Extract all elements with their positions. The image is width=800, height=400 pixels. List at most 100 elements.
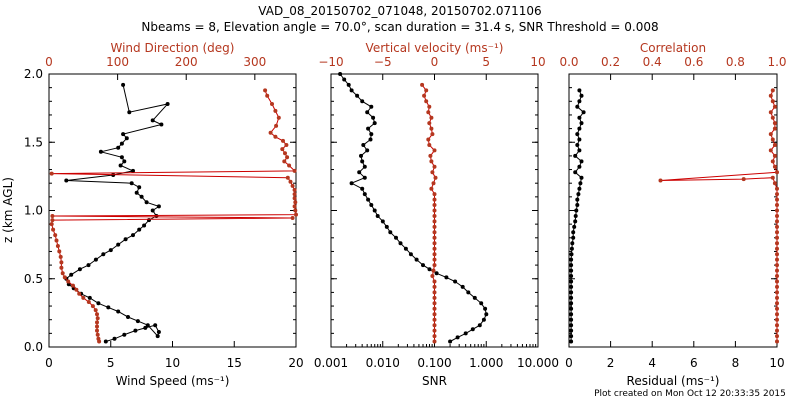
snr-point [380,219,385,224]
vertical-velocity-point [420,82,425,87]
wind-speed-point [119,141,124,146]
correlation-point [775,284,779,289]
panel-snr-vertical-velocity: 0.001 0.010 0.100 1.000 10.000 SNR −10 −5 0 5 10 Ve… [314,41,559,388]
correlation-point [775,241,779,246]
wind-speed-point [116,309,121,314]
wind-direction-point [95,332,100,337]
plot-frame [48,73,297,348]
residual-point [579,121,584,126]
snr-point [448,339,453,344]
snr-point [366,197,371,202]
wind-direction-point [58,254,63,259]
correlation-point [775,301,779,306]
wind-direction-point [53,233,58,238]
vertical-velocity-point [432,208,437,213]
wind-speed-point [123,237,128,242]
correlation-point [770,137,775,142]
wind-speed-point [150,118,155,123]
correlation-point [775,257,779,262]
vertical-velocity-point [432,323,437,328]
vertical-velocity-point [426,110,431,115]
correlation-point [775,290,779,295]
y-tick-label: 0.0 [24,340,43,354]
correlation-point [768,148,773,153]
snr-point [362,175,367,180]
vertical-velocity-point [430,274,435,278]
wind-direction-point [55,244,60,248]
correlation-point [772,181,777,186]
snr-point [421,263,425,268]
snr-point [434,271,439,276]
residual-point [579,93,584,98]
snr-point [466,290,471,295]
wind-direction-point [54,238,59,243]
top-tick-label: 0.2 [601,55,620,69]
vertical-velocity-point [432,317,437,322]
correlation-point [775,246,779,251]
wind-speed-point [116,145,121,150]
vertical-velocity-point [432,334,437,339]
snr-point [366,126,371,131]
top-axis-label: Correlation [640,41,706,55]
snr-point [372,208,377,213]
correlation-point [775,208,779,213]
correlation-point [770,88,775,93]
wind-direction-point [290,216,295,220]
x-tick-label: 6 [690,356,698,370]
wind-speed-point [116,242,121,247]
wind-speed-point [93,257,98,262]
snr-point [483,306,488,311]
vertical-velocity-point [432,295,437,300]
vertical-velocity-point [427,143,432,147]
snr-point [369,203,374,207]
correlation-point [775,186,779,191]
correlation-point [770,99,775,104]
residual-point [578,181,583,186]
wind-speed-point [142,223,147,228]
wind-speed-point [77,267,82,272]
wind-direction-point [292,192,297,197]
wind-speed-point [96,301,101,306]
wind-direction-point [273,108,278,113]
residual-point [573,214,578,218]
x-tick-label: 5 [107,356,115,370]
snr-point [460,284,465,289]
wind-direction-point [95,328,99,333]
snr-point [357,170,362,175]
residual-point [569,312,574,317]
residual-point [571,230,576,235]
residual-point [572,224,577,229]
wind-direction-point [285,155,290,160]
wind-direction-point [293,208,298,213]
x-tick-label: 0.010 [366,356,400,370]
vertical-velocity-point [432,164,437,169]
vertical-velocity-point [424,88,429,93]
wind-direction-point [86,300,91,304]
snr-line [339,73,487,342]
correlation-point [772,126,777,131]
correlation-point [775,219,779,224]
top-tick-label: 300 [243,55,266,69]
top-tick-label: −5 [374,55,392,69]
top-tick-label: 0.6 [684,55,703,69]
residual-point [581,110,586,115]
wind-direction-point [273,134,278,139]
wind-direction-point [285,175,290,180]
wind-direction-point [57,249,62,254]
vertical-velocity-point [428,153,433,158]
top-tick-label: 0 [45,55,53,69]
correlation-point [775,312,779,317]
residual-point [569,252,574,257]
correlation-point [775,252,779,257]
top-tick-label: 0.0 [559,55,578,69]
vertical-velocity-point [424,99,429,104]
vertical-velocity-point [429,115,434,120]
snr-point [362,164,367,169]
vertical-velocity-point [433,175,438,180]
wind-direction-point [95,312,99,317]
vertical-velocity-point [429,186,434,191]
snr-point [481,317,486,322]
correlation-point [775,224,779,229]
wind-direction-point [265,93,270,98]
residual-point [569,323,574,328]
